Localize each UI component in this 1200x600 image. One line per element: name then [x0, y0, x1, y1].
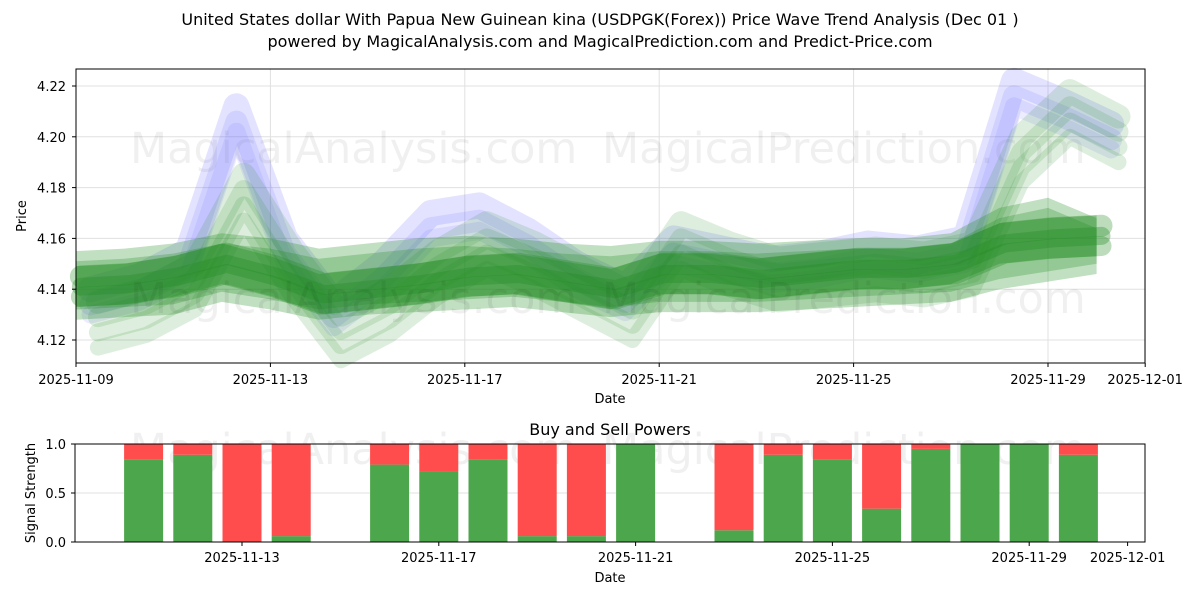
x-tick-label: 2025-11-25: [795, 551, 871, 566]
price-x-axis-label: Date: [594, 392, 625, 407]
x-tick-label: 2025-11-21: [621, 373, 697, 388]
sell-bar: [468, 444, 508, 460]
buy-bar: [468, 459, 508, 542]
wave-line-blue: [79, 85, 1123, 329]
buy-bar: [566, 536, 606, 542]
sell-bar: [419, 444, 459, 472]
buy-sell-title: Buy and Sell Powers: [529, 420, 691, 439]
buy-bar: [862, 508, 902, 542]
sell-bar: [370, 444, 410, 465]
sell-bar: [1058, 444, 1098, 455]
buy-bar: [911, 448, 951, 542]
y-tick-label: 4.18: [37, 182, 66, 197]
wave-line-light: [89, 128, 1127, 369]
y-tick-label: 0.5: [45, 487, 66, 502]
sell-bar: [222, 444, 262, 542]
sell-bar: [812, 444, 852, 460]
buy-bar: [124, 459, 164, 542]
wave-line-blue: [81, 97, 1121, 337]
y-tick-label: 4.12: [37, 334, 66, 349]
x-tick-label: 2025-11-25: [816, 373, 892, 388]
price-waves: [69, 67, 1131, 369]
buy-bar: [173, 454, 213, 542]
wave-line-center: [69, 214, 1113, 296]
x-tick-label: 2025-12-01: [1090, 551, 1166, 566]
wave-line-light: [88, 112, 1128, 355]
wave-band: [76, 207, 1097, 310]
x-tick-label: 2025-11-13: [233, 373, 309, 388]
chart-subtitle: powered by MagicalAnalysis.com and Magic…: [267, 32, 933, 51]
sell-bar: [517, 444, 557, 537]
price-axes-frame: [75, 68, 1146, 364]
buy-bar: [517, 536, 557, 542]
x-tick-label: 2025-11-13: [204, 551, 280, 566]
wave-line-center: [71, 226, 1111, 304]
wave-line-light: [85, 79, 1131, 327]
sell-bar: [714, 444, 754, 531]
buy-bar: [616, 444, 656, 542]
buy-bar: [714, 530, 754, 542]
buy-bar: [763, 454, 803, 542]
sell-bar: [173, 444, 213, 455]
buy-bar: [1009, 444, 1049, 542]
buy-bar: [370, 464, 410, 542]
price-y-axis: 4.12 4.14 4.16 4.18 4.20 4.22: [37, 80, 76, 349]
y-tick-label: 0.0: [45, 536, 66, 551]
wave-band: [76, 197, 1097, 320]
x-tick-label: 2025-11-29: [1010, 373, 1086, 388]
wave-line-blue: [77, 67, 1125, 315]
wave-line-light: [87, 96, 1129, 340]
price-chart: MagicalAnalysis.com MagicalPrediction.co…: [15, 67, 1183, 407]
buy-bar: [419, 471, 459, 542]
price-x-axis: 2025-11-09 2025-11-13 2025-11-17 2025-11-21…: [38, 363, 1183, 388]
x-tick-label: 2025-11-17: [427, 373, 503, 388]
watermark-top-left: MagicalAnalysis.com: [130, 124, 577, 174]
watermark-bottom-right: MagicalPrediction.com: [602, 274, 1086, 324]
sell-bar: [566, 444, 606, 537]
sell-bar: [763, 444, 803, 455]
buy-sell-x-axis: 2025-11-13 2025-11-17 2025-11-21 2025-11-25…: [204, 542, 1165, 566]
sell-bar: [862, 444, 902, 509]
watermark-bottom-left: MagicalAnalysis.com: [130, 274, 577, 324]
x-tick-label: 2025-11-09: [38, 373, 114, 388]
chart-title: United States dollar With Papua New Guin…: [181, 10, 1019, 29]
x-tick-label: 2025-11-29: [991, 551, 1067, 566]
wave-band: [76, 215, 1097, 315]
buy-sell-y-axis: 0.0 0.5 1.0: [45, 438, 75, 551]
y-tick-label: 1.0: [45, 438, 66, 453]
watermark-top-right: MagicalPrediction.com: [602, 124, 1086, 174]
x-tick-label: 2025-11-17: [401, 551, 477, 566]
buy-sell-chart: Buy and Sell Powers MagicalAnalysis.com …: [24, 420, 1165, 586]
y-tick-label: 4.14: [37, 283, 66, 298]
wave-line-center: [70, 236, 1112, 315]
y-tick-label: 4.20: [37, 131, 66, 146]
sell-bar: [271, 444, 311, 537]
buy-sell-x-axis-label: Date: [594, 571, 625, 586]
sell-bar: [124, 444, 164, 460]
buy-bar: [812, 459, 852, 542]
y-tick-label: 4.16: [37, 232, 66, 247]
buy-bar: [1058, 454, 1098, 542]
buy-bar: [960, 444, 1000, 542]
buy-sell-y-axis-label: Signal Strength: [24, 443, 39, 543]
buy-sell-bars: [124, 444, 1098, 542]
price-y-axis-label: Price: [15, 200, 30, 232]
x-tick-label: 2025-11-21: [598, 551, 674, 566]
sell-bar: [911, 444, 951, 449]
buy-bar: [271, 536, 311, 542]
x-tick-label: 2025-12-01: [1107, 373, 1183, 388]
y-tick-label: 4.22: [37, 80, 66, 95]
